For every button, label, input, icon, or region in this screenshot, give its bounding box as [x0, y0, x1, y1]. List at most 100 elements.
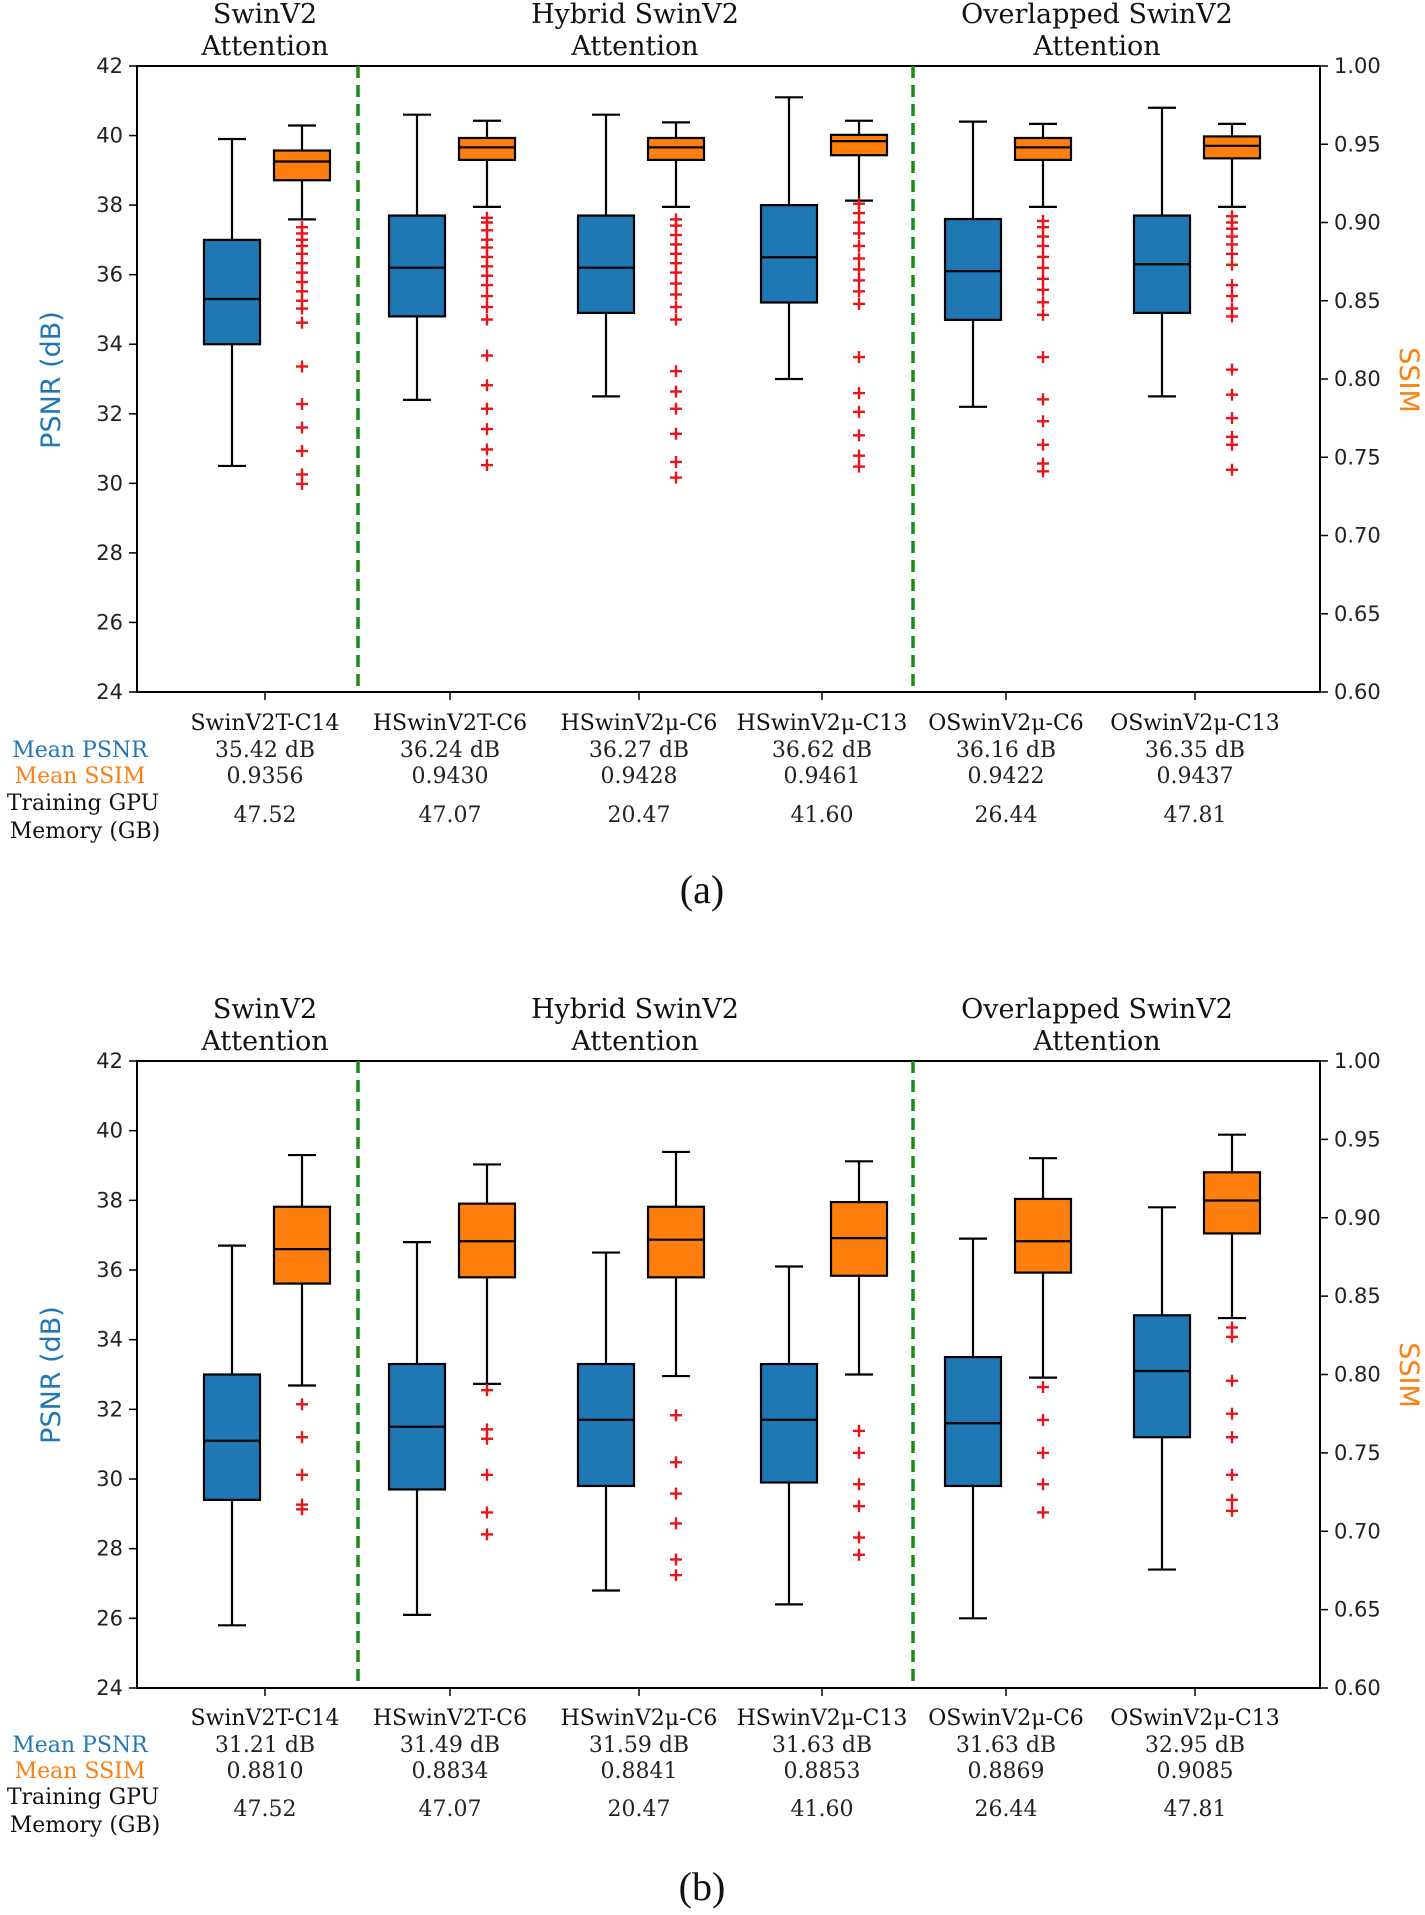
y-right-tick-label: 0.95 [1334, 132, 1381, 156]
gpu-memory-value: 47.81 [1164, 803, 1227, 828]
group-title-line1: SwinV2 [213, 994, 317, 1025]
ssim-box [1202, 122, 1262, 476]
group-title-line2: Attention [1032, 1026, 1160, 1057]
box-iqr [943, 217, 1003, 321]
mean-ssim-value: 0.8834 [412, 1759, 489, 1784]
box-iqr [202, 238, 262, 346]
y-right-tick-label: 0.70 [1334, 524, 1381, 548]
box-iqr [1132, 1314, 1192, 1439]
y-left-axis-label: PSNR (dB) [36, 1306, 67, 1444]
box-iqr [1013, 1197, 1073, 1274]
category-label: OSwinV2μ-C6 [928, 711, 1084, 736]
y-left-tick-label: 40 [96, 124, 123, 148]
ssim-box [1013, 1157, 1073, 1519]
box-iqr [576, 1362, 636, 1488]
category-label: HSwinV2T-C6 [373, 1706, 527, 1731]
mean-psnr-value: 36.16 dB [956, 738, 1056, 763]
psnr-box [387, 1241, 447, 1616]
gpu-memory-value: 47.81 [1164, 1797, 1227, 1822]
mean-ssim-value: 0.9461 [784, 764, 861, 789]
group-title-line2: Attention [570, 1026, 698, 1057]
row-label-mean-ssim: Mean SSIM [15, 764, 146, 789]
psnr-box [943, 1237, 1003, 1620]
category-label: SwinV2T-C14 [190, 1706, 339, 1731]
box-iqr [943, 1355, 1003, 1488]
category-label: HSwinV2μ-C6 [561, 1706, 718, 1731]
y-right-tick-label: 0.75 [1334, 1441, 1381, 1465]
gpu-memory-value: 20.47 [608, 803, 671, 828]
row-label-gpu-line1: Training GPU [7, 791, 159, 816]
ssim-box [1013, 122, 1073, 478]
y-left-tick-label: 38 [96, 193, 123, 217]
gpu-memory-value: 47.07 [419, 803, 482, 828]
y-right-tick-label: 0.70 [1334, 1519, 1381, 1543]
y-left-tick-label: 38 [96, 1188, 123, 1212]
chart-panel-1: 24 26 28 30 32 34 36 38 40 42 0.60 0.65 0.70 0.75 0.80… [7, 0, 1424, 912]
box-iqr [1202, 1171, 1262, 1235]
y-right-axis-label: SSIM [1393, 347, 1424, 413]
gpu-memory-value: 41.60 [791, 1797, 854, 1822]
gpu-memory-value: 20.47 [608, 1797, 671, 1822]
y-right-tick-label: 0.90 [1334, 1206, 1381, 1230]
y-left-tick-label: 28 [96, 1537, 123, 1561]
ssim-box [457, 1163, 517, 1541]
mean-ssim-value: 0.9085 [1157, 1759, 1234, 1784]
box-iqr [646, 1205, 706, 1279]
psnr-box [576, 113, 636, 398]
chart-panel-2: 24 26 28 30 32 34 36 38 40 42 0.60 0.65 0.70 0.75 0.80… [7, 994, 1424, 1909]
psnr-box [576, 1251, 636, 1592]
y-right-tick-label: 0.75 [1334, 445, 1381, 469]
mean-psnr-value: 31.21 dB [215, 1733, 315, 1758]
y-left-tick-label: 26 [96, 1606, 123, 1630]
y-right-tick-label: 0.65 [1334, 602, 1381, 626]
psnr-box [387, 113, 447, 401]
mean-psnr-value: 32.95 dB [1145, 1733, 1245, 1758]
gpu-memory-value: 26.44 [975, 803, 1038, 828]
box-iqr [457, 136, 517, 162]
row-label-gpu-line2: Memory (GB) [10, 1813, 161, 1838]
group-title-line1: Hybrid SwinV2 [531, 0, 739, 30]
ssim-box [646, 121, 706, 484]
y-right-tick-label: 0.85 [1334, 1284, 1381, 1308]
y-left-tick-label: 42 [96, 54, 123, 78]
mean-psnr-value: 31.63 dB [956, 1733, 1056, 1758]
y-right-tick-label: 1.00 [1334, 54, 1381, 78]
gpu-memory-value: 26.44 [975, 1797, 1038, 1822]
panel-caption: (a) [680, 867, 724, 912]
psnr-box [759, 96, 819, 381]
y-right-tick-label: 1.00 [1334, 1049, 1381, 1073]
mean-ssim-value: 0.8841 [601, 1759, 678, 1784]
y-right-tick-label: 0.95 [1334, 1127, 1381, 1151]
mean-psnr-value: 31.63 dB [772, 1733, 872, 1758]
ssim-box [829, 1160, 889, 1561]
mean-psnr-value: 36.62 dB [772, 738, 872, 763]
group-title-line2: Attention [200, 1026, 328, 1057]
y-left-tick-label: 32 [96, 1397, 123, 1421]
row-label-mean-ssim: Mean SSIM [15, 1759, 146, 1784]
mean-psnr-value: 36.24 dB [400, 738, 500, 763]
y-left-tick-label: 40 [96, 1119, 123, 1143]
group-title-line1: Overlapped SwinV2 [961, 994, 1233, 1025]
box-iqr [272, 1205, 332, 1285]
group-title-line1: SwinV2 [213, 0, 317, 30]
box-iqr [1013, 136, 1073, 162]
y-left-tick-label: 34 [96, 1328, 123, 1352]
y-right-tick-label: 0.80 [1334, 367, 1381, 391]
category-label: HSwinV2μ-C13 [737, 1706, 908, 1731]
group-title-line2: Attention [570, 31, 698, 62]
mean-ssim-value: 0.8810 [227, 1759, 304, 1784]
y-left-tick-label: 36 [96, 263, 123, 287]
panel-caption: (b) [679, 1864, 726, 1909]
box-iqr [1202, 135, 1262, 160]
box-iqr [646, 136, 706, 162]
mean-ssim-value: 0.9437 [1157, 764, 1234, 789]
y-left-axis-label: PSNR (dB) [36, 311, 67, 449]
y-right-tick-label: 0.60 [1334, 680, 1381, 704]
mean-ssim-value: 0.9422 [968, 764, 1045, 789]
y-left-tick-label: 34 [96, 332, 123, 356]
y-left-tick-label: 36 [96, 1258, 123, 1282]
mean-ssim-value: 0.9428 [601, 764, 678, 789]
ssim-box [646, 1150, 706, 1582]
y-left-tick-label: 28 [96, 541, 123, 565]
row-label-gpu-line2: Memory (GB) [10, 819, 161, 844]
